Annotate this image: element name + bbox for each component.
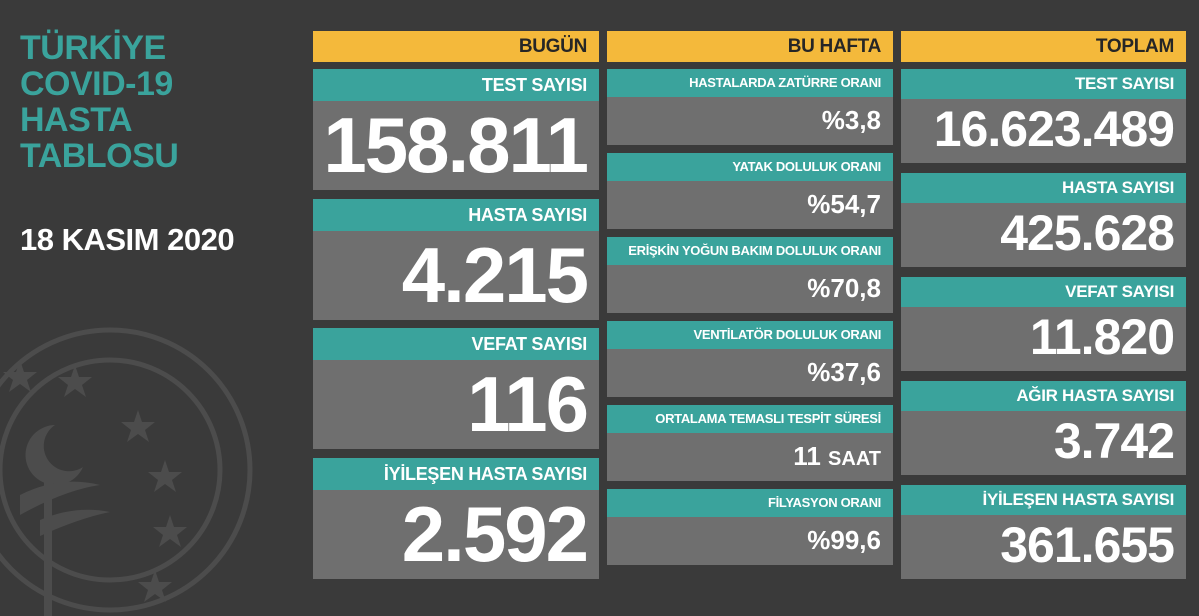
- card-value: %70,8: [607, 265, 893, 311]
- total-recovered-card: İYİLEŞEN HASTA SAYISI 361.655: [901, 485, 1186, 579]
- today-case-card: HASTA SAYISI 4.215: [313, 199, 599, 320]
- card-value: 2.592: [401, 490, 589, 578]
- card-value: 11.820: [1029, 309, 1175, 365]
- card-value-number: %54,7: [807, 189, 881, 219]
- card-label: HASTALARDA ZATÜRRE ORANI: [607, 69, 893, 97]
- week-ventilator-card: VENTİLATÖR DOLULUK ORANI %37,6: [607, 321, 893, 397]
- title-line-2: COVID-19: [20, 65, 173, 103]
- ministry-of-health-emblem-icon: [0, 327, 253, 616]
- title-line-3: HASTA: [20, 101, 133, 139]
- week-bed-card: YATAK DOLULUK ORANI %54,7: [607, 153, 893, 229]
- card-label: HASTA SAYISI: [901, 173, 1186, 203]
- total-severe-card: AĞIR HASTA SAYISI 3.742: [901, 381, 1186, 475]
- page-title: TÜRKİYE COVID-19 HASTA TABLOSU: [20, 29, 179, 175]
- today-header: BUGÜN: [313, 31, 599, 62]
- week-filiation-card: FİLYASYON ORANI %99,6: [607, 489, 893, 565]
- week-contact-time-card: ORTALAMA TEMASLI TESPİT SÜRESİ 11 SAAT: [607, 405, 893, 481]
- card-label: İYİLEŞEN HASTA SAYISI: [313, 458, 599, 490]
- week-column: BU HAFTA HASTALARDA ZATÜRRE ORANI %3,8 Y…: [607, 31, 893, 581]
- card-value: 16.623.489: [933, 101, 1175, 157]
- card-label: AĞIR HASTA SAYISI: [901, 381, 1186, 411]
- week-icu-card: ERİŞKİN YOĞUN BAKIM DOLULUK ORANI %70,8: [607, 237, 893, 313]
- total-header: TOPLAM: [901, 31, 1186, 62]
- today-recovered-card: İYİLEŞEN HASTA SAYISI 2.592: [313, 458, 599, 579]
- card-label: İYİLEŞEN HASTA SAYISI: [901, 485, 1186, 515]
- card-label: FİLYASYON ORANI: [607, 489, 893, 517]
- card-value: 116: [467, 360, 589, 448]
- card-label: VEFAT SAYISI: [313, 328, 599, 360]
- total-test-card: TEST SAYISI 16.623.489: [901, 69, 1186, 163]
- card-value: %54,7: [607, 181, 893, 227]
- card-value-number: %37,6: [807, 357, 881, 387]
- card-label: ERİŞKİN YOĞUN BAKIM DOLULUK ORANI: [607, 237, 893, 265]
- card-value: 11 SAAT: [607, 433, 893, 482]
- today-death-card: VEFAT SAYISI 116: [313, 328, 599, 449]
- total-death-card: VEFAT SAYISI 11.820: [901, 277, 1186, 371]
- card-value: 425.628: [1000, 205, 1175, 261]
- card-label: ORTALAMA TEMASLI TESPİT SÜRESİ: [607, 405, 893, 433]
- card-value: 4.215: [401, 231, 589, 319]
- total-case-card: HASTA SAYISI 425.628: [901, 173, 1186, 267]
- card-value: %37,6: [607, 349, 893, 395]
- title-line-4: TABLOSU: [20, 137, 179, 175]
- card-label: YATAK DOLULUK ORANI: [607, 153, 893, 181]
- card-label: TEST SAYISI: [901, 69, 1186, 99]
- card-label: VENTİLATÖR DOLULUK ORANI: [607, 321, 893, 349]
- card-value: 361.655: [1000, 517, 1175, 573]
- card-value-number: 11: [793, 441, 821, 471]
- card-value: 3.742: [1053, 413, 1175, 469]
- card-value: 158.811: [323, 101, 589, 189]
- card-label: HASTA SAYISI: [313, 199, 599, 231]
- week-header: BU HAFTA: [607, 31, 893, 62]
- total-column: TOPLAM TEST SAYISI 16.623.489 HASTA SAYI…: [901, 31, 1186, 581]
- week-pneumonia-card: HASTALARDA ZATÜRRE ORANI %3,8: [607, 69, 893, 145]
- card-value: %99,6: [607, 517, 893, 563]
- card-value-unit: SAAT: [828, 448, 881, 470]
- today-test-card: TEST SAYISI 158.811: [313, 69, 599, 190]
- card-value-number: %3,8: [821, 105, 881, 135]
- report-date: 18 KASIM 2020: [20, 222, 235, 257]
- card-value: %3,8: [607, 97, 893, 143]
- card-value-number: %99,6: [807, 525, 881, 555]
- today-column: BUGÜN TEST SAYISI 158.811 HASTA SAYISI 4…: [313, 31, 599, 581]
- card-value-number: %70,8: [807, 273, 881, 303]
- card-label: VEFAT SAYISI: [901, 277, 1186, 307]
- card-label: TEST SAYISI: [313, 69, 599, 101]
- title-line-1: TÜRKİYE: [20, 29, 166, 67]
